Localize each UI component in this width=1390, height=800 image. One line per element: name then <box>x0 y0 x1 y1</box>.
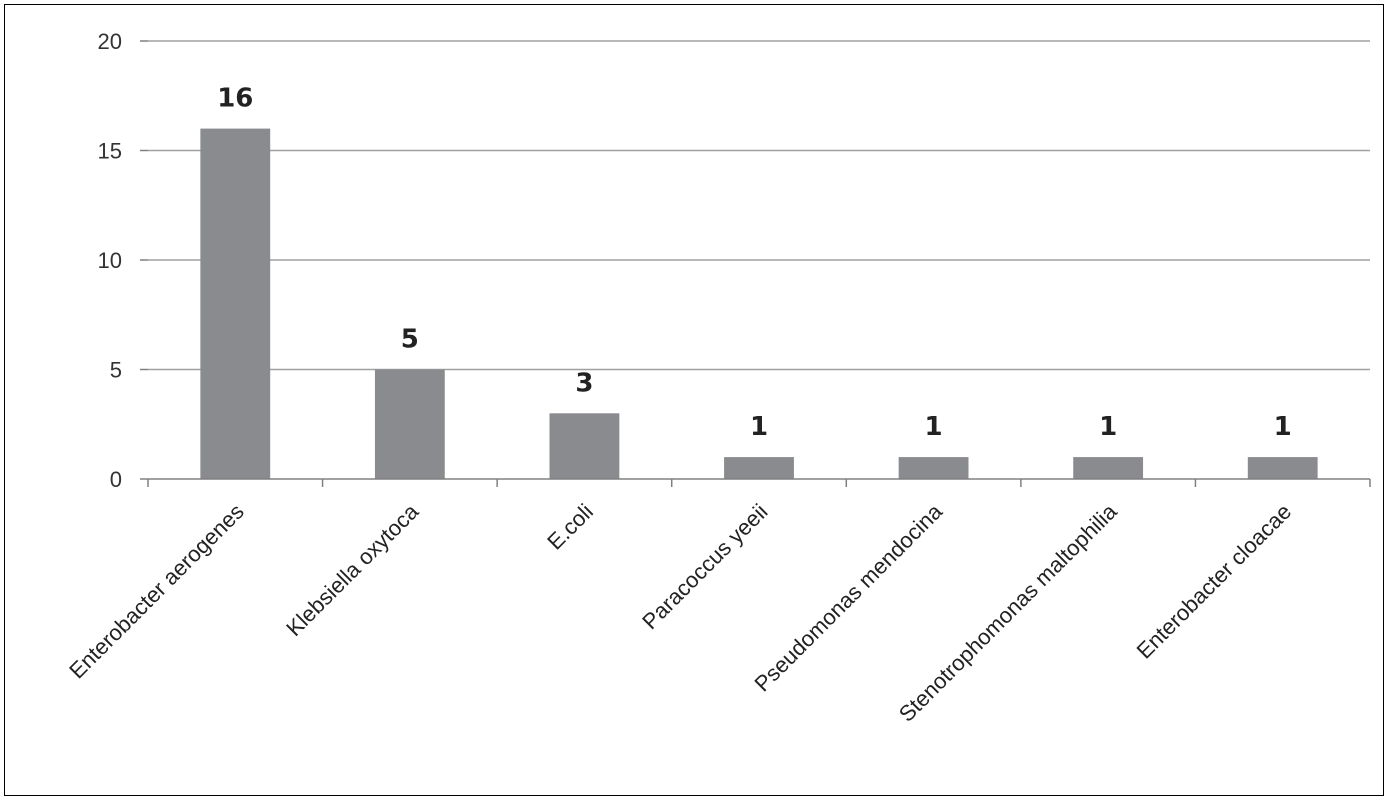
data-label: 3 <box>575 368 593 398</box>
x-category-label: Paracoccus yeeii <box>637 499 772 634</box>
y-tick-label: 5 <box>110 358 122 383</box>
x-category-label: Pseudomonas mendocina <box>750 498 948 696</box>
bar <box>200 128 271 479</box>
y-tick-label: 10 <box>98 248 122 273</box>
data-label: 1 <box>1099 412 1117 442</box>
gridlines <box>140 40 1370 480</box>
bar <box>724 457 794 479</box>
bar <box>549 413 620 479</box>
data-label: 16 <box>217 84 253 114</box>
y-tick-label: 15 <box>98 139 122 164</box>
x-axis-category-labels: Enterobacter aerogenes Klebsiella oxytoca… <box>64 498 1296 726</box>
data-label: 1 <box>750 412 768 442</box>
x-axis <box>147 478 1371 487</box>
bars <box>200 128 1318 479</box>
y-axis-tick-labels: 0 5 10 15 20 <box>98 29 122 492</box>
x-category-label: Enterobacter aerogenes <box>64 499 249 684</box>
bar <box>1247 457 1318 479</box>
y-tick-label: 20 <box>98 29 122 54</box>
x-category-label: Enterobacter cloacae <box>1132 499 1297 664</box>
data-labels: 16 5 3 1 1 1 1 <box>217 84 1292 443</box>
data-label: 1 <box>1274 412 1292 442</box>
data-label: 1 <box>925 412 943 442</box>
bar <box>898 457 969 479</box>
y-tick-label: 0 <box>110 467 122 492</box>
x-category-label: Klebsiella oxytoca <box>281 498 424 641</box>
x-category-label: E.coli <box>542 499 598 555</box>
bar <box>1073 457 1144 479</box>
bar <box>374 369 445 479</box>
data-label: 5 <box>401 325 419 355</box>
